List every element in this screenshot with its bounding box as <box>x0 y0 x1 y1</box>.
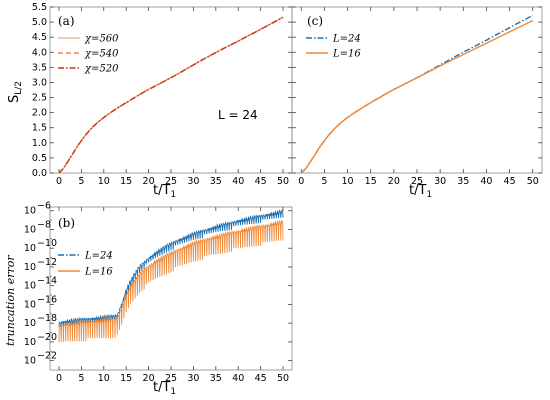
panel-c-label: (c) <box>307 14 323 28</box>
series-line-c-1 <box>300 19 534 174</box>
x-tick-label: 35 <box>210 373 222 384</box>
panel-c: (c) t/T1 0 5 10 15 20 25 30 35 40 45 50 L=24 L=16 <box>291 6 543 200</box>
y-tick-exponent: −16 <box>37 294 57 305</box>
panel-b-label: (b) <box>58 216 75 230</box>
y-tick-label: 10 <box>24 206 36 217</box>
x-tick-label: 5 <box>321 176 327 187</box>
y-tick-label: 10 <box>24 337 36 348</box>
x-tick-label: 0 <box>298 176 304 187</box>
y-tick-exponent: −8 <box>37 219 51 230</box>
panel-a-ylabel: SL/2 <box>7 81 24 103</box>
y-tick-label: 0.0 <box>32 168 47 179</box>
y-tick-label: 10 <box>24 224 36 235</box>
y-tick-label: 5.0 <box>32 17 47 28</box>
y-tick-exponent: −10 <box>37 238 57 249</box>
panel-c-frame <box>291 6 543 174</box>
y-tick-label: 2.5 <box>32 93 47 104</box>
x-tick-label: 45 <box>255 176 267 187</box>
x-tick-label: 15 <box>120 373 132 384</box>
y-tick-exponent: −18 <box>37 313 57 324</box>
x-tick-label: 40 <box>232 176 244 187</box>
x-tick-label: 50 <box>277 176 289 187</box>
x-tick-label: 50 <box>277 373 289 384</box>
panel-a-label: (a) <box>58 14 75 28</box>
legend-label-a-1: χ=540 <box>84 49 119 60</box>
y-tick-label: 3.5 <box>32 62 47 73</box>
y-tick-label: 0.5 <box>32 153 47 164</box>
panel-b-xlabel: t/T1 <box>153 380 176 397</box>
x-tick-label: 0 <box>56 373 62 384</box>
x-tick-label: 30 <box>187 176 199 187</box>
x-tick-label: 35 <box>457 176 469 187</box>
legend-label-c-0: L=24 <box>332 34 361 45</box>
panel-a-annotation: L = 24 <box>218 108 258 122</box>
x-tick-label: 20 <box>143 176 155 187</box>
series-line-b-0 <box>58 209 284 327</box>
svg-text:t/T1: t/T1 <box>409 183 432 200</box>
panel-b-ylabel: truncation error <box>4 255 17 346</box>
x-tick-label: 35 <box>210 176 222 187</box>
y-tick-label: 2.0 <box>32 108 47 119</box>
y-tick-label: 1.5 <box>32 123 47 134</box>
x-tick-label: 15 <box>120 176 132 187</box>
x-tick-label: 30 <box>187 373 199 384</box>
legend-label-b-0: L=24 <box>84 251 113 262</box>
x-tick-label: 40 <box>480 176 492 187</box>
y-tick-label: 10 <box>24 243 36 254</box>
y-tick-label: 10 <box>24 356 36 367</box>
x-tick-label: 10 <box>98 176 110 187</box>
y-tick-exponent: −14 <box>37 276 57 287</box>
series-line-b-1 <box>58 219 284 343</box>
y-tick-exponent: −22 <box>37 351 57 362</box>
svg-text:truncation error: truncation error <box>4 255 17 346</box>
svg-text:t/T1: t/T1 <box>153 183 176 200</box>
y-tick-label: 4.5 <box>32 32 47 43</box>
series-line-a-2 <box>58 16 284 174</box>
legend-label-b-1: L=16 <box>84 267 113 278</box>
x-tick-label: 50 <box>527 176 539 187</box>
panel-c-xlabel: t/T1 <box>409 183 432 200</box>
x-tick-label: 5 <box>78 176 84 187</box>
panel-b: (b) t/T1 truncation error 0 5 10 15 20 25 30 35… <box>4 201 293 397</box>
x-tick-label: 25 <box>411 176 423 187</box>
y-tick-label: 10 <box>24 281 36 292</box>
x-tick-label: 40 <box>232 373 244 384</box>
y-tick-label: 1.0 <box>32 138 47 149</box>
panel-a-xlabel: t/T1 <box>153 183 176 200</box>
y-tick-exponent: −6 <box>37 201 51 212</box>
svg-text:SL/2: SL/2 <box>7 81 24 103</box>
x-tick-label: 10 <box>342 176 354 187</box>
y-tick-exponent: −12 <box>37 257 57 268</box>
legend-label-a-0: χ=560 <box>84 34 119 45</box>
legend-label-c-1: L=16 <box>332 49 361 60</box>
y-tick-exponent: −20 <box>37 332 57 343</box>
x-tick-label: 25 <box>165 373 177 384</box>
x-tick-label: 30 <box>434 176 446 187</box>
panel-a: (a) L = 24 t/T1 SL/2 0 5 10 15 20 25 30 35 40 45 5… <box>7 2 293 200</box>
y-tick-label: 10 <box>24 318 36 329</box>
y-tick-label: 4.0 <box>32 47 47 58</box>
x-tick-label: 20 <box>388 176 400 187</box>
x-tick-label: 20 <box>143 373 155 384</box>
y-tick-label: 3.0 <box>32 77 47 88</box>
legend-label-a-2: χ=520 <box>84 64 119 75</box>
x-tick-label: 45 <box>504 176 516 187</box>
x-tick-label: 0 <box>56 176 62 187</box>
x-tick-label: 5 <box>78 373 84 384</box>
y-tick-label: 10 <box>24 299 36 310</box>
y-tick-label: 5.5 <box>32 2 47 13</box>
x-tick-label: 25 <box>165 176 177 187</box>
x-tick-label: 10 <box>98 373 110 384</box>
x-tick-label: 15 <box>365 176 377 187</box>
svg-text:t/T1: t/T1 <box>153 380 176 397</box>
x-tick-label: 45 <box>255 373 267 384</box>
y-tick-label: 10 <box>24 262 36 273</box>
